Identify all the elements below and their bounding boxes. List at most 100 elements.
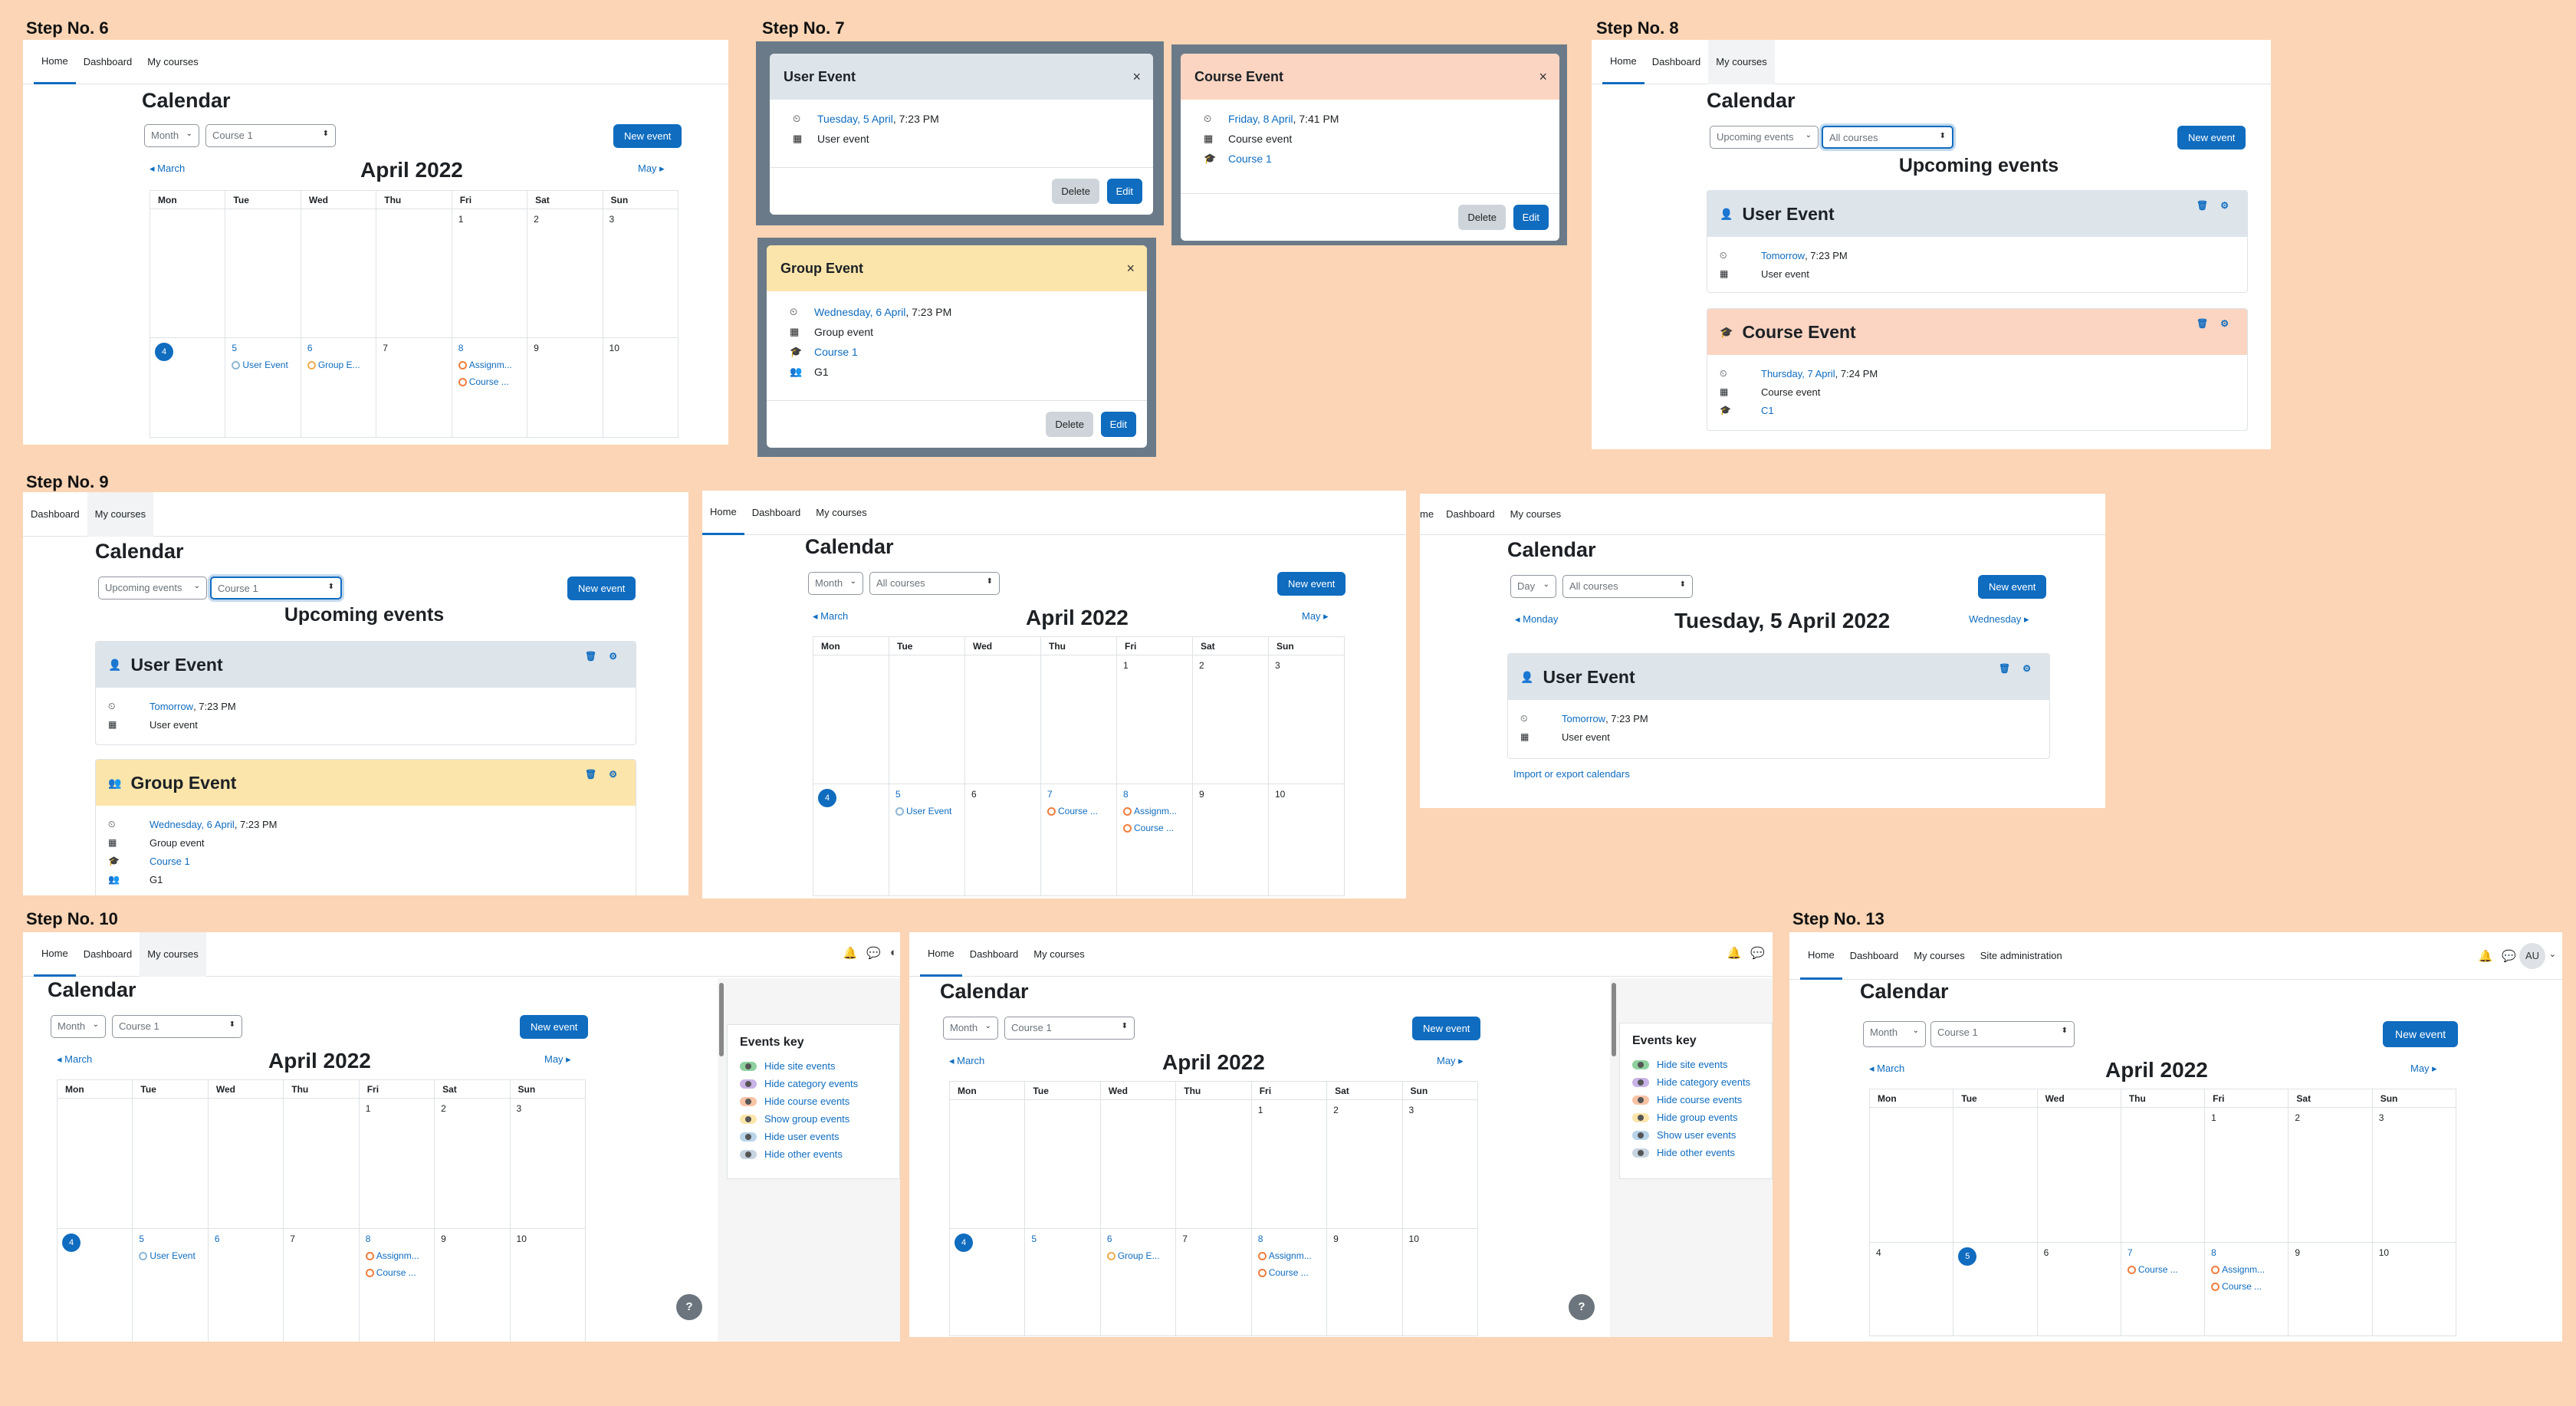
next-month-link[interactable]: May ▸: [1437, 1055, 1464, 1066]
help-button[interactable]: ?: [676, 1294, 702, 1320]
chevron-down-icon[interactable]: ⌄: [2548, 950, 2556, 959]
calendar-event[interactable]: Assignm...: [1123, 806, 1186, 816]
view-select[interactable]: Day ⌄: [1510, 575, 1556, 598]
gear-icon[interactable]: ⚙: [2022, 663, 2031, 674]
new-event-button[interactable]: New event: [520, 1015, 589, 1039]
nav-my-courses[interactable]: My courses: [87, 492, 154, 537]
calendar-event[interactable]: Group E...: [1106, 1250, 1169, 1261]
gear-icon[interactable]: ⚙: [2220, 318, 2229, 329]
nav-home[interactable]: Home: [1602, 40, 1644, 84]
chat-icon[interactable]: 💬: [866, 947, 881, 960]
today-marker[interactable]: 5: [1958, 1247, 1977, 1266]
nav-dashboard[interactable]: Dashboard: [969, 948, 1019, 960]
nav-dashboard[interactable]: Dashboard: [31, 508, 80, 520]
nav-dashboard[interactable]: Dashboard: [1651, 56, 1701, 67]
toggle-user-events[interactable]: Hide user events: [728, 1128, 899, 1145]
nav-home[interactable]: me: [1420, 508, 1434, 520]
toggle-course-events[interactable]: Hide course events: [1620, 1091, 1772, 1109]
course-select[interactable]: All courses ⬍: [1562, 575, 1693, 598]
toggle-other-events[interactable]: Hide other events: [1620, 1144, 1772, 1161]
edit-button[interactable]: Edit: [1106, 179, 1142, 204]
toggle-user-events[interactable]: Show user events: [1620, 1126, 1772, 1144]
gear-icon[interactable]: ⚙: [609, 651, 617, 662]
nav-my-courses[interactable]: My courses: [1033, 948, 1085, 960]
course-select[interactable]: Course 1 ⬍: [1004, 1017, 1135, 1040]
help-button[interactable]: ?: [1569, 1294, 1595, 1320]
next-month-link[interactable]: May ▸: [2410, 1063, 2437, 1074]
course-select[interactable]: Course 1 ⬍: [210, 577, 342, 600]
nav-home[interactable]: Home: [920, 932, 962, 977]
nav-my-courses[interactable]: My courses: [140, 932, 206, 977]
course-select[interactable]: All courses ⬍: [869, 572, 1000, 595]
new-event-button[interactable]: New event: [613, 124, 682, 148]
toggle-other-events[interactable]: Hide other events: [728, 1145, 899, 1163]
bell-icon[interactable]: 🔔: [843, 947, 858, 960]
calendar-event[interactable]: Course ...: [1257, 1267, 1320, 1278]
view-select[interactable]: Month ⌄: [943, 1017, 998, 1040]
course-select[interactable]: All courses ⬍: [1822, 126, 1953, 149]
nav-home[interactable]: Home: [34, 40, 76, 84]
today-marker[interactable]: 4: [62, 1234, 80, 1252]
calendar-event[interactable]: User Event: [232, 360, 294, 370]
calendar-event[interactable]: Course ...: [2127, 1264, 2198, 1275]
close-icon[interactable]: ×: [1539, 69, 1547, 84]
next-month-link[interactable]: May ▸: [638, 163, 665, 174]
calendar-event[interactable]: Assignm...: [2211, 1264, 2282, 1275]
nav-dashboard[interactable]: Dashboard: [1446, 508, 1495, 520]
new-event-button[interactable]: New event: [1277, 572, 1346, 596]
nav-dashboard[interactable]: Dashboard: [83, 56, 133, 67]
import-export-link[interactable]: Import or export calendars: [1513, 768, 1630, 780]
calendar-event[interactable]: Course ...: [365, 1267, 428, 1278]
user-avatar[interactable]: AU: [2519, 943, 2545, 969]
scrollbar[interactable]: [719, 983, 724, 1056]
toggle-group-events[interactable]: Show group events: [728, 1110, 899, 1128]
nav-site-administration[interactable]: Site administration: [1980, 950, 2062, 961]
toggle-category-events[interactable]: Hide category events: [1620, 1073, 1772, 1091]
delete-button[interactable]: Delete: [1458, 205, 1506, 230]
close-icon[interactable]: ×: [1132, 69, 1141, 84]
scrollbar[interactable]: [1612, 983, 1616, 1056]
prev-day-link[interactable]: ◂ Monday: [1515, 613, 1559, 625]
calendar-event[interactable]: Course ...: [2211, 1281, 2282, 1292]
view-select[interactable]: Month ⌄: [808, 572, 863, 595]
prev-month-link[interactable]: ◂ March: [57, 1053, 93, 1065]
delete-button[interactable]: Delete: [1052, 179, 1099, 204]
nav-dashboard[interactable]: Dashboard: [1849, 950, 1899, 961]
nav-home[interactable]: Home: [1800, 932, 1842, 980]
chat-icon[interactable]: 💬: [2502, 950, 2516, 963]
new-event-button[interactable]: New event: [2383, 1021, 2459, 1047]
delete-button[interactable]: Delete: [1046, 412, 1093, 437]
next-month-link[interactable]: May ▸: [1302, 610, 1329, 622]
course-select[interactable]: Course 1 ⬍: [205, 124, 336, 147]
toggle-site-events[interactable]: Hide site events: [1620, 1056, 1772, 1073]
calendar-event[interactable]: Assignm...: [1257, 1250, 1320, 1261]
bell-icon[interactable]: 🔔: [2478, 950, 2493, 963]
prev-month-link[interactable]: ◂ March: [949, 1055, 985, 1066]
course-select[interactable]: Course 1 ⬍: [112, 1015, 242, 1038]
prev-month-link[interactable]: ◂ March: [1869, 1063, 1905, 1074]
today-marker[interactable]: 4: [155, 343, 173, 361]
calendar-event[interactable]: Assignm...: [458, 360, 521, 370]
new-event-button[interactable]: New event: [567, 577, 636, 600]
next-month-link[interactable]: May ▸: [544, 1053, 571, 1065]
view-select[interactable]: Month ⌄: [51, 1015, 106, 1038]
toggle-site-events[interactable]: Hide site events: [728, 1057, 899, 1075]
nav-my-courses[interactable]: My courses: [1708, 40, 1775, 84]
close-icon[interactable]: ×: [1126, 261, 1135, 276]
today-marker[interactable]: 4: [955, 1234, 973, 1252]
view-select[interactable]: Upcoming events ⌄: [98, 577, 207, 600]
calendar-event[interactable]: User Event: [139, 1250, 201, 1261]
calendar-event[interactable]: Course ...: [1123, 823, 1186, 833]
trash-icon[interactable]: 🗑: [585, 769, 597, 780]
view-select[interactable]: Upcoming events ⌄: [1710, 126, 1819, 149]
trash-icon[interactable]: 🗑: [2196, 318, 2209, 329]
edit-button[interactable]: Edit: [1100, 412, 1136, 437]
trash-icon[interactable]: 🗑: [2196, 200, 2209, 211]
new-event-button[interactable]: New event: [2177, 126, 2246, 149]
calendar-event[interactable]: User Event: [895, 806, 958, 816]
view-select[interactable]: Month ⌄: [1863, 1021, 1926, 1047]
nav-home[interactable]: Home: [702, 491, 744, 535]
course-select[interactable]: Course 1 ⬍: [1930, 1021, 2075, 1047]
nav-my-courses[interactable]: My courses: [1914, 950, 1965, 961]
nav-my-courses[interactable]: My courses: [1510, 508, 1562, 520]
